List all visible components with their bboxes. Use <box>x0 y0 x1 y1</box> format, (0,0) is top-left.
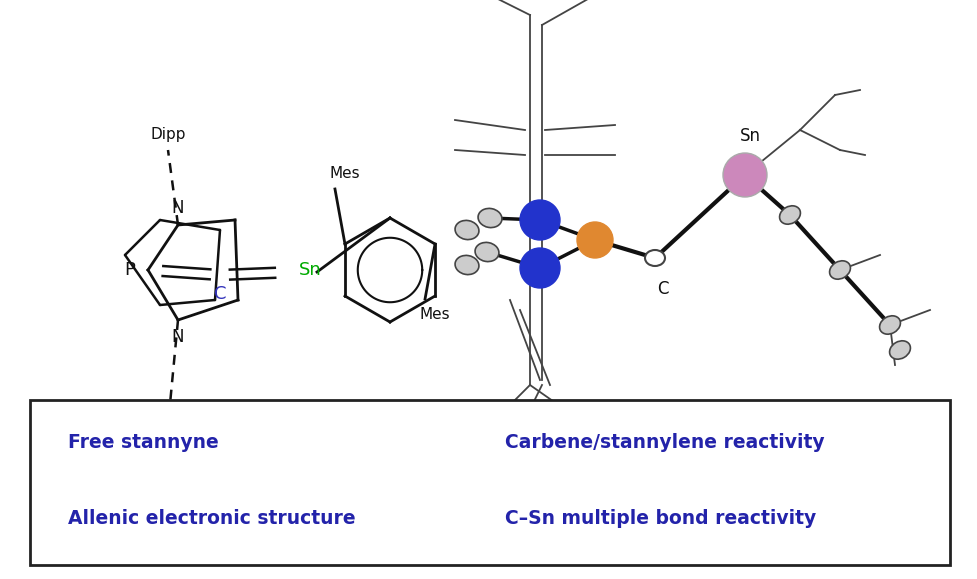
Text: Free stannyne: Free stannyne <box>68 434 219 453</box>
Text: Allenic electronic structure: Allenic electronic structure <box>68 508 356 527</box>
Ellipse shape <box>879 316 901 334</box>
Circle shape <box>520 200 560 240</box>
Text: C: C <box>658 280 668 298</box>
Text: N: N <box>172 199 185 217</box>
Text: P: P <box>124 261 136 279</box>
Ellipse shape <box>780 206 800 224</box>
Ellipse shape <box>645 250 665 266</box>
Text: Mes: Mes <box>329 166 361 181</box>
Text: Sn: Sn <box>299 261 321 279</box>
Text: N: N <box>172 328 185 346</box>
Circle shape <box>723 153 767 197</box>
Text: Dipp: Dipp <box>150 433 186 448</box>
Text: Carbene/stannylene reactivity: Carbene/stannylene reactivity <box>505 434 825 453</box>
FancyBboxPatch shape <box>30 400 950 565</box>
Ellipse shape <box>455 221 479 240</box>
Circle shape <box>520 248 560 288</box>
Ellipse shape <box>478 208 502 228</box>
Text: Mes: Mes <box>420 307 450 322</box>
Ellipse shape <box>455 255 479 274</box>
Ellipse shape <box>890 341 911 359</box>
Circle shape <box>577 222 613 258</box>
Text: C–Sn multiple bond reactivity: C–Sn multiple bond reactivity <box>505 508 816 527</box>
Ellipse shape <box>475 243 499 262</box>
Text: Dipp: Dipp <box>150 127 186 142</box>
Text: C: C <box>214 285 227 303</box>
Ellipse shape <box>829 261 850 279</box>
Text: Sn: Sn <box>740 127 760 145</box>
